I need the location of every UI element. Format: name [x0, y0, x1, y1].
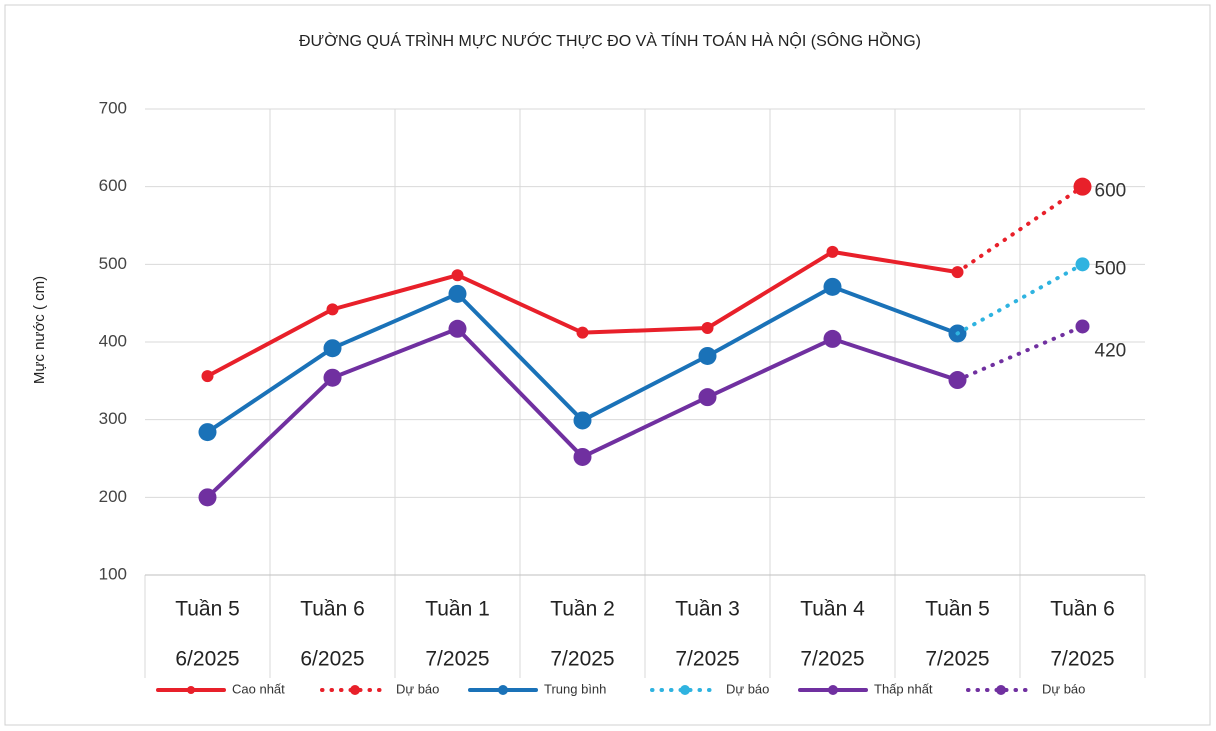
legend-label: Dự báo — [1042, 681, 1085, 696]
x-tick-label: 7/2025 — [675, 648, 739, 671]
series-line — [955, 184, 1085, 275]
marker — [198, 488, 217, 507]
x-tick-label: Tuần 5 — [925, 598, 990, 621]
marker — [1073, 177, 1092, 196]
marker — [698, 346, 717, 365]
x-tick-label: 7/2025 — [1050, 648, 1114, 671]
y-axis-label: Mực nước ( cm) — [31, 276, 48, 384]
legend-marker — [498, 685, 508, 695]
y-tick-label: 300 — [99, 409, 127, 428]
marker — [1075, 257, 1090, 272]
marker — [448, 319, 467, 338]
y-tick-label: 100 — [99, 564, 127, 583]
legend-label: Dự báo — [726, 681, 769, 696]
marker — [326, 303, 339, 316]
marker — [448, 284, 467, 303]
marker — [201, 370, 214, 383]
legend-marker — [680, 685, 690, 695]
x-tick-label: Tuần 6 — [300, 598, 365, 621]
legend-label: Trung bình — [544, 681, 606, 696]
marker — [323, 339, 342, 358]
marker — [1075, 319, 1090, 334]
x-tick-label: Tuần 2 — [550, 598, 615, 621]
y-tick-label: 400 — [99, 331, 127, 350]
x-tick-label: Tuần 6 — [1050, 598, 1115, 621]
data-label: 600 — [1095, 181, 1127, 202]
x-tick-label: Tuần 1 — [425, 598, 490, 621]
marker — [198, 423, 217, 442]
legend-label: Thấp nhất — [874, 681, 933, 696]
legend-label: Dự báo — [396, 681, 439, 696]
y-tick-label: 700 — [99, 98, 127, 117]
legend-marker — [996, 685, 1006, 695]
x-tick-label: 6/2025 — [175, 648, 239, 671]
y-tick-label: 200 — [99, 487, 127, 506]
data-label: 420 — [1095, 340, 1127, 361]
x-tick-label: 7/2025 — [925, 648, 989, 671]
marker — [823, 329, 842, 348]
marker — [573, 447, 592, 466]
frame — [4, 4, 1211, 726]
x-tick-label: 7/2025 — [800, 648, 864, 671]
x-tick-label: Tuần 4 — [800, 598, 865, 621]
marker — [701, 322, 714, 335]
x-tick-label: Tuần 5 — [175, 598, 240, 621]
legend-marker — [350, 685, 360, 695]
y-tick-label: 500 — [99, 254, 127, 273]
series-line — [955, 324, 1085, 383]
legend-marker — [187, 686, 195, 694]
marker — [576, 326, 589, 339]
marker — [573, 411, 592, 430]
marker — [451, 269, 464, 282]
legend-label: Cao nhất — [232, 681, 285, 696]
x-tick-label: 7/2025 — [550, 648, 614, 671]
y-tick-label: 600 — [99, 176, 127, 195]
marker — [698, 388, 717, 407]
chart-title: ĐƯỜNG QUÁ TRÌNH MỰC NƯỚC THỰC ĐO VÀ TÍNH… — [299, 31, 921, 50]
data-label: 500 — [1095, 258, 1127, 279]
x-tick-label: 7/2025 — [425, 648, 489, 671]
legend-marker — [828, 685, 838, 695]
x-tick-label: Tuần 3 — [675, 598, 740, 621]
marker — [823, 277, 842, 296]
marker — [826, 245, 839, 258]
x-tick-label: 6/2025 — [300, 648, 364, 671]
marker — [323, 368, 342, 387]
